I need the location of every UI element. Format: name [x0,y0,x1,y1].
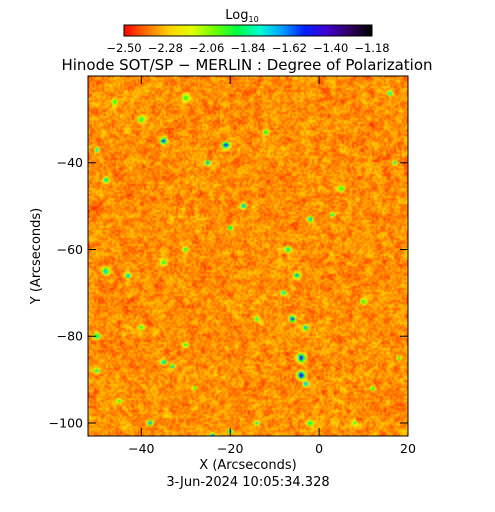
colorbar-label-subscript: 10 [249,15,259,24]
y-tick-label: −80 [57,329,83,344]
x-tick-label: −40 [128,441,154,456]
x-tick-label: 20 [400,441,416,456]
timestamp: 3-Jun-2024 10:05:34.328 [166,475,329,490]
x-axis-ticks: −40 −20 0 20 [128,76,416,456]
colorbar [123,24,373,37]
y-tick-label: −100 [49,415,83,430]
colorbar-tick-label: −1.84 [230,41,265,55]
colorbar-label-main: Log [225,8,248,23]
x-tick-label: 0 [315,441,323,456]
colorbar-tick-label: −2.28 [148,41,183,55]
y-tick-label: −40 [57,155,83,170]
figure-title: Hinode SOT/SP − MERLIN : Degree of Polar… [61,56,432,74]
x-axis-label: X (Arcseconds) [199,458,296,473]
polarization-map [87,75,409,437]
colorbar-tick-label: −1.62 [272,41,307,55]
colorbar-label: Log10 [225,8,258,24]
x-tick-label: −20 [217,441,243,456]
colorbar-tick-labels: −2.50 −2.28 −2.06 −1.84 −1.62 −1.40 −1.18 [106,41,389,55]
y-axis-label: Y (Arcseconds) [29,208,44,305]
colorbar-tick-label: −1.18 [354,41,389,55]
y-axis-ticks: −40 −60 −80 −100 [49,155,408,430]
colorbar-tick-label: −2.50 [106,41,141,55]
colorbar-tick-label: −2.06 [189,41,224,55]
polarization-map-image [88,76,408,436]
y-tick-label: −60 [57,242,83,257]
colorbar-tick-label: −1.40 [313,41,348,55]
plot-frame [87,75,409,437]
